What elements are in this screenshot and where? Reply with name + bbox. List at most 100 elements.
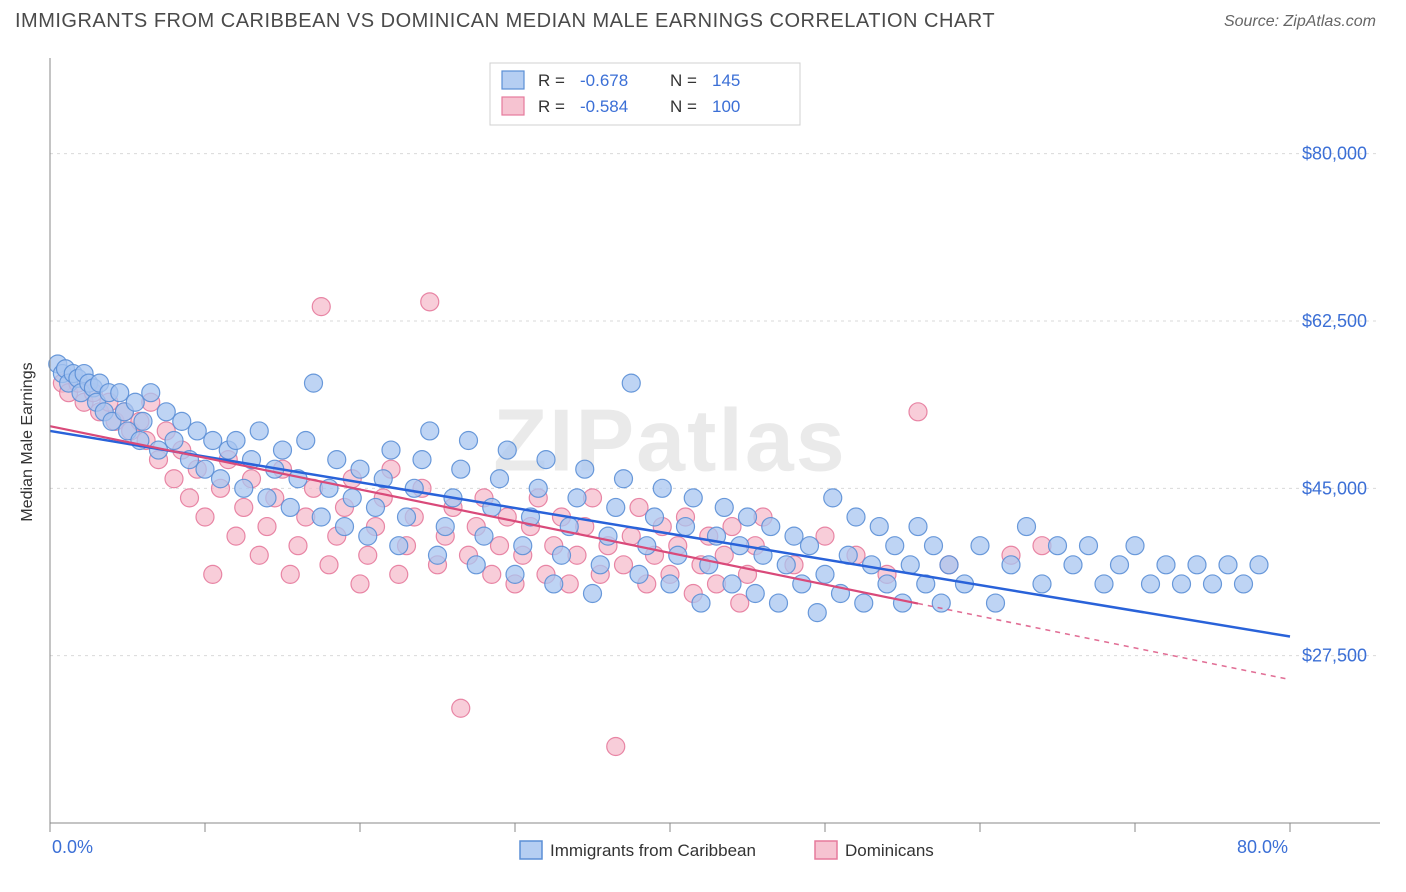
scatter-point-caribbean xyxy=(661,575,679,593)
regression-extrapolation-dominican xyxy=(918,604,1290,680)
scatter-point-dominican xyxy=(258,518,276,536)
x-min-label: 0.0% xyxy=(52,837,93,857)
scatter-point-caribbean xyxy=(173,412,191,430)
scatter-point-caribbean xyxy=(684,489,702,507)
scatter-point-caribbean xyxy=(421,422,439,440)
scatter-point-caribbean xyxy=(429,546,447,564)
scatter-point-caribbean xyxy=(196,460,214,478)
chart-area: Median Male Earnings $27,500$45,000$62,5… xyxy=(0,33,1406,881)
scatter-point-dominican xyxy=(390,565,408,583)
chart-header: IMMIGRANTS FROM CARIBBEAN VS DOMINICAN M… xyxy=(0,0,1406,33)
scatter-point-dominican xyxy=(289,537,307,555)
scatter-point-dominican xyxy=(250,546,268,564)
legend-bottom-label-dominican: Dominicans xyxy=(845,841,934,860)
scatter-point-caribbean xyxy=(328,451,346,469)
scatter-point-dominican xyxy=(351,575,369,593)
scatter-point-caribbean xyxy=(1157,556,1175,574)
scatter-point-dominican xyxy=(281,565,299,583)
scatter-point-caribbean xyxy=(506,565,524,583)
scatter-point-caribbean xyxy=(413,451,431,469)
scatter-point-caribbean xyxy=(405,479,423,497)
scatter-point-dominican xyxy=(204,565,222,583)
scatter-point-caribbean xyxy=(638,537,656,555)
scatter-point-caribbean xyxy=(1204,575,1222,593)
scatter-point-caribbean xyxy=(1250,556,1268,574)
scatter-point-caribbean xyxy=(646,508,664,526)
scatter-point-dominican xyxy=(909,403,927,421)
scatter-point-caribbean xyxy=(971,537,989,555)
scatter-point-caribbean xyxy=(878,575,896,593)
scatter-point-caribbean xyxy=(305,374,323,392)
legend-bottom-label-caribbean: Immigrants from Caribbean xyxy=(550,841,756,860)
scatter-point-caribbean xyxy=(816,565,834,583)
scatter-point-caribbean xyxy=(351,460,369,478)
scatter-point-caribbean xyxy=(808,604,826,622)
watermark-text: ZIPatlas xyxy=(493,391,846,490)
scatter-point-caribbean xyxy=(909,518,927,536)
legend-n-label: N = xyxy=(670,71,697,90)
scatter-point-dominican xyxy=(312,298,330,316)
scatter-point-caribbean xyxy=(870,518,888,536)
scatter-point-caribbean xyxy=(715,498,733,516)
scatter-point-caribbean xyxy=(475,527,493,545)
y-tick-label: $62,500 xyxy=(1302,311,1367,331)
scatter-point-caribbean xyxy=(514,537,532,555)
scatter-point-caribbean xyxy=(537,451,555,469)
scatter-point-dominican xyxy=(607,738,625,756)
scatter-point-caribbean xyxy=(855,594,873,612)
scatter-point-caribbean xyxy=(622,374,640,392)
scatter-point-dominican xyxy=(359,546,377,564)
scatter-point-dominican xyxy=(483,565,501,583)
scatter-point-caribbean xyxy=(1080,537,1098,555)
scatter-point-caribbean xyxy=(770,594,788,612)
scatter-point-caribbean xyxy=(584,585,602,603)
scatter-point-caribbean xyxy=(157,403,175,421)
legend-r-label: R = xyxy=(538,71,565,90)
chart-title: IMMIGRANTS FROM CARIBBEAN VS DOMINICAN M… xyxy=(15,10,995,33)
legend-swatch-caribbean xyxy=(502,71,524,89)
scatter-point-caribbean xyxy=(111,384,129,402)
scatter-point-caribbean xyxy=(343,489,361,507)
scatter-point-caribbean xyxy=(630,565,648,583)
scatter-point-caribbean xyxy=(847,508,865,526)
scatter-point-caribbean xyxy=(390,537,408,555)
scatter-point-caribbean xyxy=(1219,556,1237,574)
scatter-point-dominican xyxy=(320,556,338,574)
scatter-point-caribbean xyxy=(863,556,881,574)
scatter-point-caribbean xyxy=(297,432,315,450)
scatter-point-caribbean xyxy=(886,537,904,555)
scatter-point-caribbean xyxy=(165,432,183,450)
scatter-point-caribbean xyxy=(467,556,485,574)
scatter-point-dominican xyxy=(622,527,640,545)
scatter-point-caribbean xyxy=(746,585,764,603)
scatter-point-caribbean xyxy=(359,527,377,545)
scatter-point-caribbean xyxy=(336,518,354,536)
chart-source: Source: ZipAtlas.com xyxy=(1224,13,1376,31)
scatter-point-caribbean xyxy=(1095,575,1113,593)
source-prefix: Source: xyxy=(1224,13,1284,30)
scatter-point-caribbean xyxy=(1235,575,1253,593)
scatter-point-caribbean xyxy=(607,498,625,516)
scatter-point-caribbean xyxy=(126,393,144,411)
scatter-point-caribbean xyxy=(1002,556,1020,574)
scatter-point-caribbean xyxy=(677,518,695,536)
scatter-point-caribbean xyxy=(367,498,385,516)
source-name: ZipAtlas.com xyxy=(1284,13,1376,30)
scatter-point-caribbean xyxy=(1033,575,1051,593)
scatter-point-caribbean xyxy=(545,575,563,593)
scatter-point-caribbean xyxy=(785,527,803,545)
scatter-point-caribbean xyxy=(312,508,330,526)
scatter-point-caribbean xyxy=(491,470,509,488)
scatter-point-caribbean xyxy=(739,508,757,526)
scatter-point-caribbean xyxy=(250,422,268,440)
x-max-label: 80.0% xyxy=(1237,837,1288,857)
y-axis-label: Median Male Earnings xyxy=(19,362,37,521)
legend-bottom-swatch-dominican xyxy=(815,841,837,859)
scatter-point-dominican xyxy=(227,527,245,545)
scatter-point-caribbean xyxy=(436,518,454,536)
scatter-point-caribbean xyxy=(1173,575,1191,593)
scatter-point-dominican xyxy=(498,508,516,526)
scatter-point-caribbean xyxy=(568,489,586,507)
scatter-point-caribbean xyxy=(940,556,958,574)
scatter-point-caribbean xyxy=(274,441,292,459)
